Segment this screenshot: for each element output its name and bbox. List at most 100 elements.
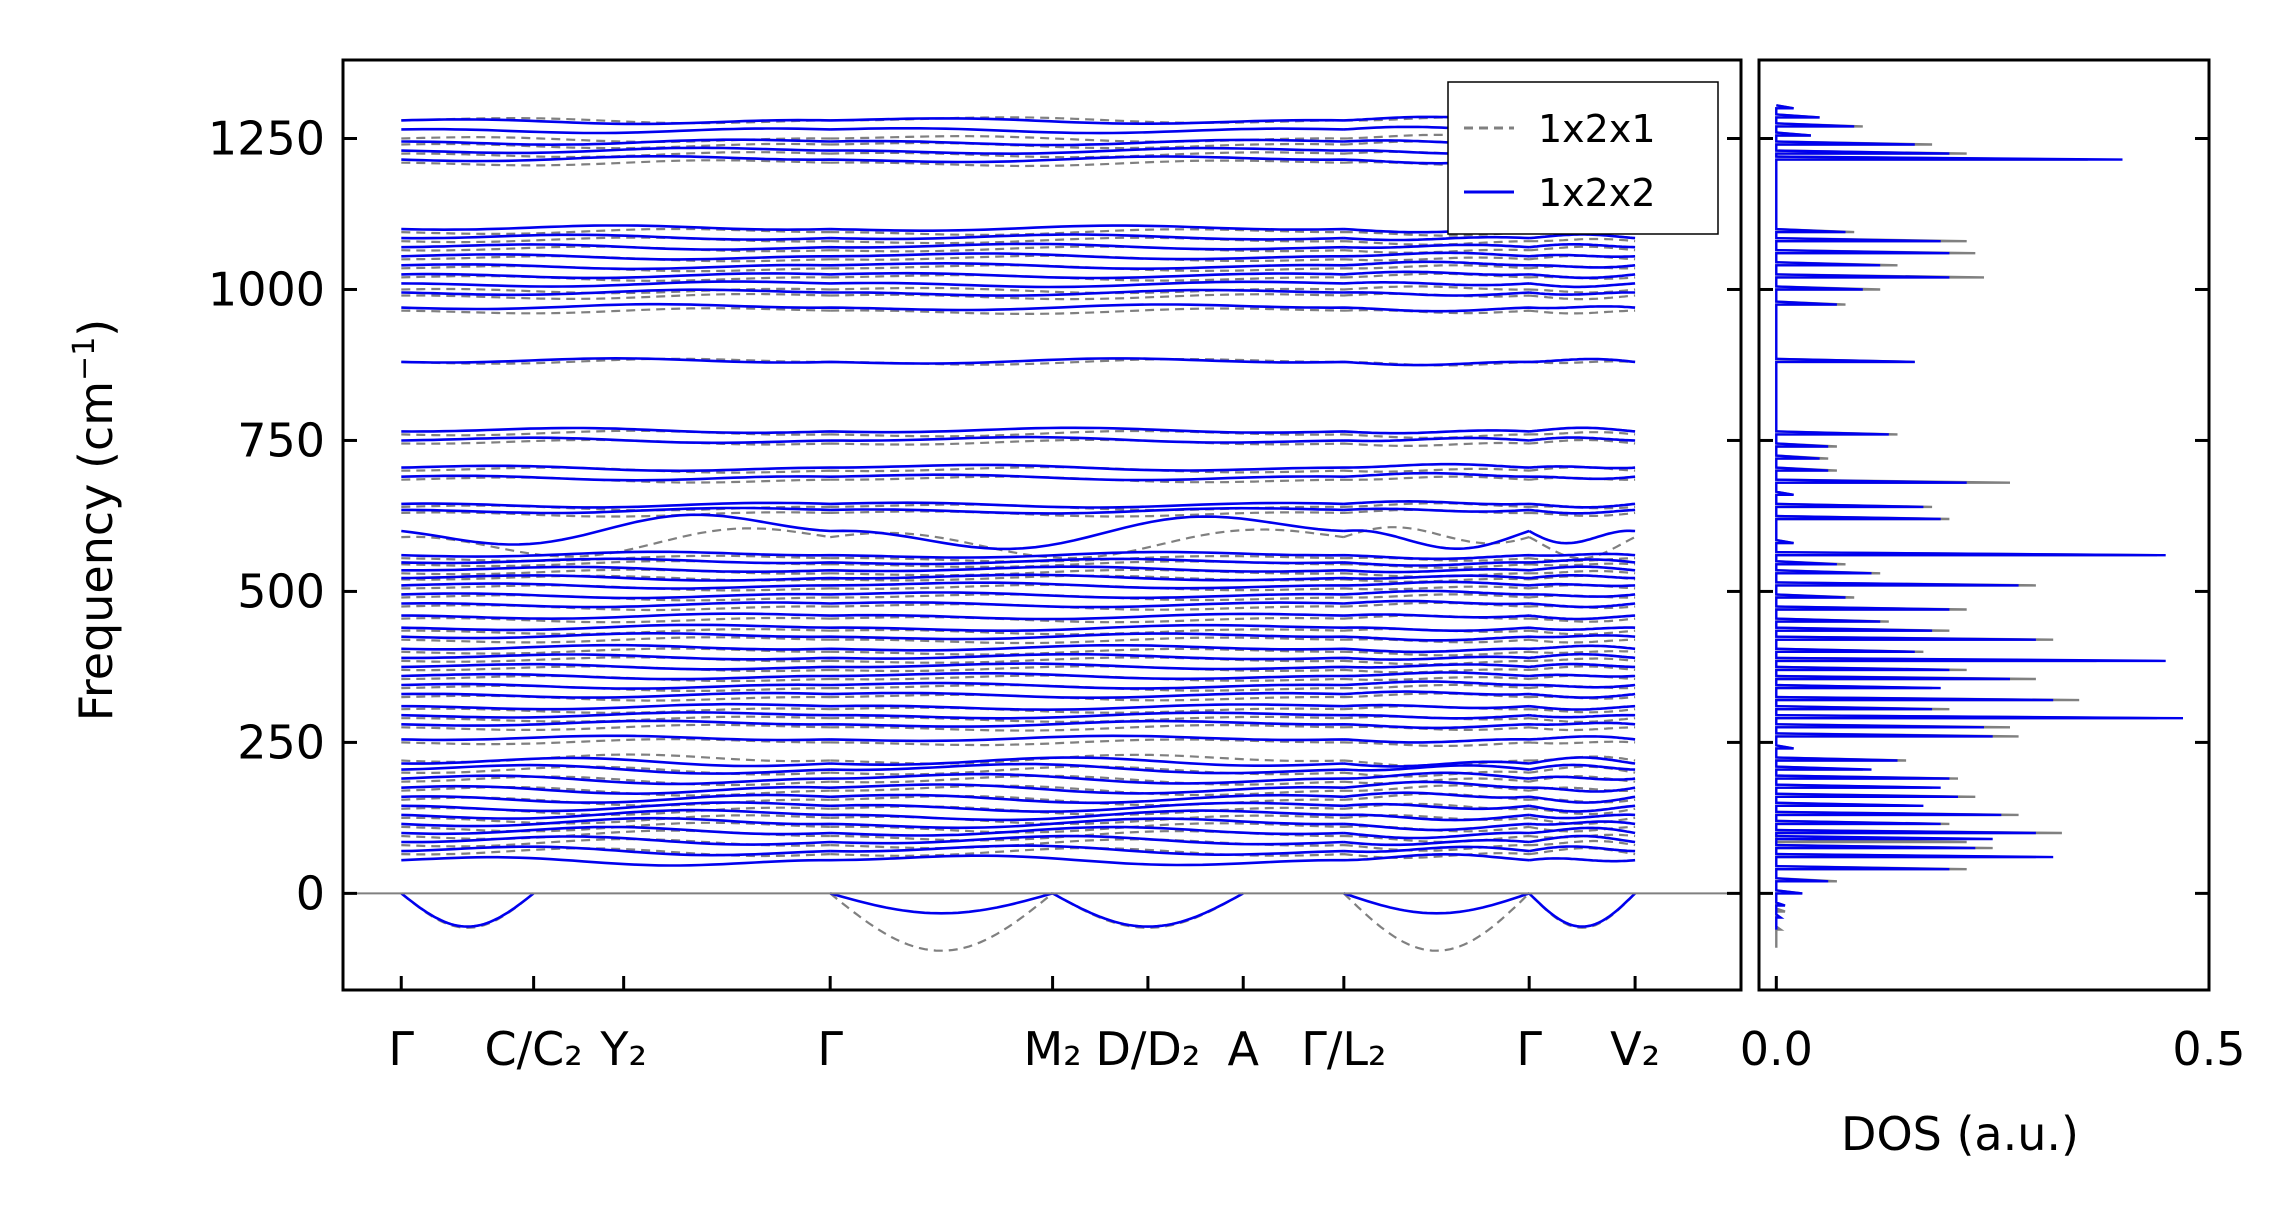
band-line-1x2x1 <box>401 116 1636 125</box>
acoustic-branch-1x2x2 <box>400 892 535 928</box>
y-tick-label: 750 <box>237 413 325 467</box>
band-line-1x2x1 <box>401 656 1636 666</box>
band-x-ticks: Γ C/C₂ Y₂ Γ M₂ D/D₂ A Γ/L₂ Γ V₂ <box>388 976 1660 1076</box>
band-line-1x2x1 <box>401 307 1636 315</box>
band-line-1x2x2 <box>401 771 1636 786</box>
band-line-1x2x2 <box>401 801 1636 813</box>
band-line-1x2x2 <box>401 834 1636 847</box>
band-line-1x2x2 <box>401 643 1636 654</box>
y-tick-label: 1000 <box>208 262 325 316</box>
band-line-1x2x2 <box>401 115 1636 126</box>
band-line-1x2x2 <box>401 155 1636 165</box>
band-line-1x2x1 <box>401 614 1636 624</box>
acoustic-branch-1x2x1 <box>829 892 1054 952</box>
band-line-1x2x1 <box>401 705 1636 714</box>
legend: 1x2x1 1x2x2 <box>1447 81 1719 235</box>
band-line-1x2x2 <box>401 233 1636 242</box>
band-line-1x2x1 <box>401 133 1636 143</box>
band-line-1x2x1 <box>401 738 1636 747</box>
legend-box <box>1447 81 1719 235</box>
band-line-1x2x2 <box>401 302 1636 313</box>
band-structure-panel: 0 250 500 750 1000 1250 Γ C/C₂ Y₂ Γ M₂ D/D₂ A Γ/L₂ Γ V… <box>67 58 1743 1076</box>
band-line-1x2x1 <box>401 774 1636 787</box>
band-line-1x2x1 <box>401 508 1636 518</box>
band-line-1x2x2 <box>401 499 1636 509</box>
band-line-1x2x2 <box>401 280 1636 289</box>
band-line-1x2x2 <box>401 270 1636 280</box>
band-line-1x2x1 <box>401 568 1636 578</box>
band-line-1x2x1 <box>401 636 1636 645</box>
y-tick-label: 1250 <box>208 112 325 166</box>
band-line-1x2x2 <box>401 632 1636 642</box>
band-line-1x2x2 <box>401 853 1636 867</box>
band-line-1x2x2 <box>401 719 1636 730</box>
band-line-1x2x2 <box>401 580 1636 590</box>
band-line-1x2x2 <box>401 808 1636 822</box>
band-lines <box>343 115 1741 952</box>
band-line-1x2x2 <box>401 844 1636 857</box>
band-line-1x2x2 <box>401 288 1636 297</box>
dos-x-tick-label: 0.5 <box>2172 1022 2245 1076</box>
acoustic-branch-1x2x1 <box>1343 892 1530 952</box>
band-line-1x2x2 <box>401 426 1636 435</box>
band-line-1x2x1 <box>401 802 1636 817</box>
x-tick-label: V₂ <box>1610 1022 1660 1076</box>
band-line-1x2x2 <box>401 825 1636 840</box>
band-line-1x2x1 <box>401 236 1636 246</box>
acoustic-branch-1x2x1 <box>400 892 535 929</box>
y-axis-title-close: ) <box>69 319 123 337</box>
dos-y-ticks <box>1759 137 2209 895</box>
band-line-1x2x2 <box>401 623 1636 632</box>
x-tick-label: A <box>1227 1022 1259 1076</box>
band-line-1x2x2 <box>401 462 1636 473</box>
y-tick-label: 500 <box>237 564 325 618</box>
y-tick-label: 250 <box>237 715 325 769</box>
acoustic-branch-1x2x2 <box>829 892 1053 915</box>
band-line-1x2x2 <box>401 612 1636 621</box>
band-line-1x2x2 <box>401 125 1636 135</box>
band-line-1x2x2 <box>401 251 1636 261</box>
acoustic-branch-1x2x2 <box>1343 892 1530 915</box>
band-line-1x2x1 <box>401 560 1636 569</box>
band-line-1x2x1 <box>401 814 1636 826</box>
band-line-1x2x2 <box>401 690 1636 699</box>
y-axis-title-text: Frequency (cm <box>69 381 123 721</box>
x-tick-label: Γ/L₂ <box>1301 1022 1386 1076</box>
x-tick-label: D/D₂ <box>1096 1022 1201 1076</box>
band-line-1x2x1 <box>401 647 1636 657</box>
dos-x-tick-label: 0.0 <box>1740 1022 1813 1076</box>
acoustic-branch-1x2x1 <box>1528 892 1636 929</box>
x-tick-label: Γ <box>817 1022 843 1076</box>
dos-lines <box>1775 104 2184 948</box>
band-line-1x2x2 <box>401 224 1636 234</box>
band-line-1x2x1 <box>401 429 1636 439</box>
dos-x-ticks: 0.0 0.5 <box>1740 976 2246 1076</box>
band-line-1x2x2 <box>401 652 1636 661</box>
band-line-1x2x2 <box>401 138 1636 147</box>
band-line-1x2x2 <box>401 356 1636 367</box>
band-line-1x2x2 <box>401 662 1636 671</box>
x-tick-label: Y₂ <box>599 1022 647 1076</box>
band-line-1x2x2 <box>401 146 1636 156</box>
band-line-1x2x2 <box>401 680 1636 690</box>
band-line-1x2x1 <box>401 438 1636 447</box>
dos-x-axis-title: DOS (a.u.) <box>1841 1107 2079 1161</box>
band-line-1x2x2 <box>401 471 1636 482</box>
legend-label-1x2x2: 1x2x2 <box>1538 171 1656 215</box>
band-line-1x2x1 <box>401 838 1636 852</box>
dos-plot-frame <box>1757 58 2211 992</box>
band-line-1x2x2 <box>401 260 1636 271</box>
acoustic-branch-1x2x2 <box>1528 892 1637 928</box>
x-tick-label: M₂ <box>1024 1022 1082 1076</box>
y-axis-title: Frequency (cm−1) <box>67 319 123 722</box>
x-tick-label: Γ <box>1516 1022 1542 1076</box>
band-line-1x2x2 <box>401 550 1636 561</box>
band-line-1x2x2 <box>401 573 1636 582</box>
band-line-1x2x1 <box>401 357 1636 367</box>
band-line-1x2x2 <box>401 513 1636 551</box>
band-line-1x2x1 <box>401 292 1636 301</box>
band-line-1x2x2 <box>401 734 1636 744</box>
band-plot-frame <box>341 58 1743 992</box>
band-line-1x2x2 <box>401 702 1636 712</box>
